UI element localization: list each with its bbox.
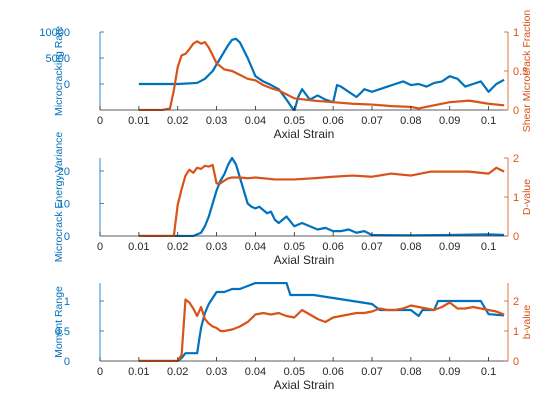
series-line-left xyxy=(138,282,505,362)
x-tick-label: 0 xyxy=(97,366,103,378)
y-left-tick-label: 5000 xyxy=(46,53,70,65)
y-left-tick-label: 10 xyxy=(58,199,70,211)
y-left-tick-label: 1 xyxy=(64,296,70,308)
y-axis-left-title: Microcracking Rate xyxy=(53,26,65,116)
y-right-tick-label: 0 xyxy=(513,105,519,117)
x-tick-label: 0 xyxy=(97,115,103,127)
y-axis-left-title: Moment Range xyxy=(53,286,65,358)
y-axis-right-title: D-value xyxy=(521,179,533,215)
x-tick-label: 0.05 xyxy=(284,115,305,127)
x-tick-label: 0.05 xyxy=(284,366,305,378)
y-axis-right-title: b-value xyxy=(521,305,533,340)
x-tick-label: 0.04 xyxy=(245,366,266,378)
panel-1: 0 0.01 0.02 0.03 0.04 0.05 0.06 0.07 0.08 0.09 0.1… xyxy=(39,10,533,141)
x-tick-label: 0.08 xyxy=(400,115,421,127)
y-right-tick-label: 1 xyxy=(513,27,519,39)
y-right-tick-label: 0 xyxy=(513,356,519,368)
panel-2: 0 0.01 0.02 0.03 0.04 0.05 0.06 0.07 0.08 0.09 0.1… xyxy=(53,132,533,267)
series-line-right xyxy=(138,163,505,237)
x-axis-title: Axial Strain xyxy=(274,378,335,392)
x-tick-label: 0.09 xyxy=(439,115,460,127)
series-line-right xyxy=(138,298,505,362)
panel-3: 0 0.01 0.02 0.03 0.04 0.05 0.06 0.07 0.08 0.09 0.1… xyxy=(53,282,533,392)
y-left-tick-label: 0.5 xyxy=(55,326,70,338)
y-left-tick-label: 10000 xyxy=(39,27,70,39)
x-tick-label: 0.05 xyxy=(284,241,305,253)
y-axis-left-title: Microcrack Energy Variance xyxy=(53,132,65,263)
y-axis-right-title: Shear Microcrack Fraction xyxy=(521,10,533,133)
y-left-tick-label: 0 xyxy=(64,231,70,243)
x-tick-label: 0.06 xyxy=(322,366,343,378)
y-right-tick-label: 0.5 xyxy=(513,66,528,78)
x-tick-label: 0.07 xyxy=(361,115,382,127)
x-tick-label: 0.08 xyxy=(400,241,421,253)
x-tick-label: 0.07 xyxy=(361,366,382,378)
x-tick-label: 0.06 xyxy=(322,241,343,253)
x-tick-label: 0.09 xyxy=(439,366,460,378)
x-tick-label: 0.02 xyxy=(167,366,188,378)
series-line-right xyxy=(138,40,505,111)
y-left-tick-label: 0 xyxy=(64,356,70,368)
y-left-tick-label: 0 xyxy=(64,79,70,91)
x-tick-label: 0.09 xyxy=(439,241,460,253)
x-tick-label: 0.1 xyxy=(481,241,496,253)
x-tick-label: 0.01 xyxy=(128,241,149,253)
x-tick-label: 0.02 xyxy=(167,241,188,253)
x-tick-label: 0.01 xyxy=(128,366,149,378)
series-line-left xyxy=(138,157,505,237)
y-right-tick-label: 2 xyxy=(513,296,519,308)
y-left-tick-label: 20 xyxy=(58,166,70,178)
x-tick-label: 0.08 xyxy=(400,366,421,378)
x-tick-label: 0.03 xyxy=(206,241,227,253)
x-tick-label: 0.03 xyxy=(206,366,227,378)
y-right-tick-label: 1 xyxy=(513,326,519,338)
x-tick-label: 0.01 xyxy=(128,115,149,127)
x-tick-label: 0.04 xyxy=(245,241,266,253)
x-tick-label: 0.07 xyxy=(361,241,382,253)
x-axis-title: Axial Strain xyxy=(274,253,335,267)
y-right-tick-label: 2 xyxy=(513,153,519,165)
x-tick-label: 0.02 xyxy=(167,115,188,127)
x-axis-title: Axial Strain xyxy=(274,127,335,141)
series-line-left xyxy=(138,37,505,111)
x-tick-label: 0.1 xyxy=(481,366,496,378)
x-tick-label: 0 xyxy=(97,241,103,253)
x-tick-label: 0.06 xyxy=(322,115,343,127)
y-right-tick-label: 0 xyxy=(513,231,519,243)
y-right-tick-label: 1 xyxy=(513,192,519,204)
x-tick-label: 0.1 xyxy=(481,115,496,127)
x-tick-label: 0.03 xyxy=(206,115,227,127)
x-tick-label: 0.04 xyxy=(245,115,266,127)
